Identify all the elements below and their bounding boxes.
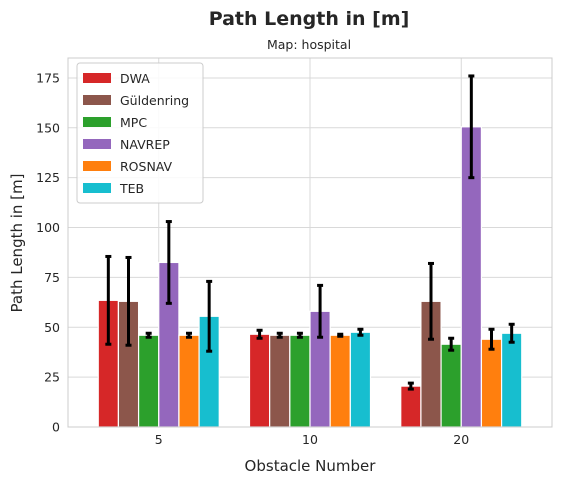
chart-subtitle: Map: hospital — [267, 37, 351, 52]
y-tick-label: 125 — [36, 170, 60, 185]
y-tick-label: 25 — [44, 370, 60, 385]
bar-rosnav-10 — [329, 334, 351, 428]
bar-rosnav-5 — [178, 334, 200, 428]
legend-label: MPC — [120, 115, 147, 130]
bar-dwa-20 — [400, 385, 422, 428]
error-bars-group — [105, 74, 515, 391]
legend-swatch — [83, 73, 111, 83]
y-tick-label: 75 — [44, 270, 60, 285]
x-axis-label: Obstacle Number — [245, 457, 377, 475]
legend-label: ROSNAV — [120, 159, 173, 174]
x-tick-label: 5 — [155, 432, 163, 447]
legend: DWA Güldenring MPC NAVREP ROSNAV TEB — [76, 62, 204, 204]
chart-title: Path Length in [m] — [209, 8, 410, 30]
y-tick-label: 100 — [36, 220, 60, 235]
bar-mpc-5 — [137, 334, 160, 428]
legend-swatch — [83, 139, 111, 149]
legend-swatch — [83, 95, 111, 105]
x-tick-label: 10 — [302, 432, 318, 447]
bar-rosnav-20 — [480, 338, 503, 428]
y-tick-label: 175 — [36, 70, 60, 85]
bar-dwa-10 — [248, 333, 271, 428]
bar-teb-20 — [500, 332, 523, 428]
bar-g-ldenring-10 — [269, 334, 291, 428]
x-tick-label: 20 — [453, 432, 469, 447]
bar-teb-10 — [349, 331, 372, 428]
bar-mpc-20 — [440, 343, 462, 428]
y-axis-ticks: 0 25 50 75 100 125 150 175 — [36, 70, 60, 434]
y-tick-label: 50 — [44, 320, 60, 335]
plot-frame — [67, 57, 553, 428]
legend-label: NAVREP — [120, 137, 170, 152]
legend-label: TEB — [119, 181, 144, 196]
bar-mpc-10 — [289, 334, 311, 428]
legend-swatch — [83, 161, 111, 171]
y-tick-label: 0 — [52, 420, 60, 435]
legend-swatch — [83, 117, 111, 127]
legend-label: Güldenring — [120, 93, 189, 108]
legend-swatch — [83, 183, 111, 193]
legend-label: DWA — [120, 71, 150, 86]
x-axis-ticks: 5 10 20 — [155, 432, 469, 447]
y-axis-label: Path Length in [m] — [8, 174, 26, 313]
y-tick-label: 150 — [36, 120, 60, 135]
